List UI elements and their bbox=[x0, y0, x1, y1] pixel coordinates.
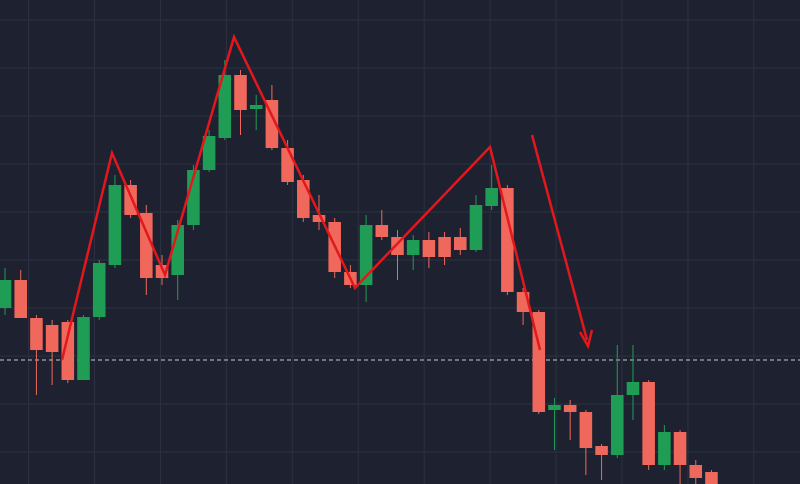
candle-body bbox=[61, 322, 75, 380]
candle-body bbox=[689, 465, 703, 478]
candle-body bbox=[485, 188, 498, 206]
candle-body bbox=[14, 280, 28, 318]
candle-body bbox=[297, 180, 310, 218]
pattern-drawing bbox=[60, 33, 594, 361]
candle-body bbox=[77, 317, 90, 380]
candle-body bbox=[705, 472, 718, 484]
candle-body bbox=[92, 263, 106, 317]
candle-body bbox=[563, 405, 577, 412]
candle-body bbox=[579, 412, 593, 448]
candle-body bbox=[548, 405, 561, 410]
candle-body bbox=[124, 185, 137, 215]
candle-body bbox=[610, 395, 624, 455]
candle-body bbox=[642, 382, 655, 465]
candle-body bbox=[30, 318, 43, 350]
candle-body bbox=[202, 136, 216, 170]
candle-body bbox=[171, 225, 184, 275]
candle-body bbox=[281, 148, 294, 182]
candle-body bbox=[658, 432, 671, 465]
candle-body bbox=[140, 213, 153, 278]
candle-body bbox=[406, 240, 420, 255]
candle-body bbox=[45, 325, 59, 352]
candle-body bbox=[0, 280, 12, 308]
candle-body bbox=[234, 75, 247, 110]
candle-body bbox=[501, 188, 514, 292]
candle-body bbox=[438, 237, 451, 257]
candles bbox=[0, 60, 718, 484]
candle-body bbox=[108, 185, 122, 265]
candle-body bbox=[312, 215, 326, 222]
arrow-line bbox=[530, 134, 589, 341]
candle-body bbox=[422, 240, 436, 257]
candle-body bbox=[249, 105, 263, 109]
candle-body bbox=[595, 446, 608, 455]
zigzag-line bbox=[60, 33, 542, 361]
candle-body bbox=[454, 237, 467, 250]
candle-body bbox=[469, 205, 483, 250]
candle-body bbox=[218, 75, 232, 138]
candle-body bbox=[626, 382, 640, 395]
candle-body bbox=[265, 100, 279, 148]
candle-body bbox=[375, 225, 389, 237]
arrow-head bbox=[578, 329, 594, 350]
candle-body bbox=[359, 225, 373, 285]
candle-body bbox=[673, 432, 687, 465]
